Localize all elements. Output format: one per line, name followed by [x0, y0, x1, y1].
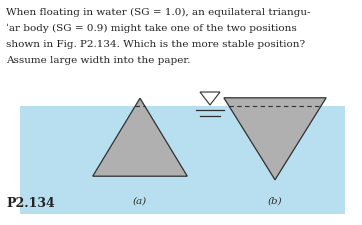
Bar	[20, 106, 345, 214]
Polygon shape	[200, 93, 220, 106]
Polygon shape	[93, 99, 187, 176]
Text: When floating in water (SG = 1.0), an equilateral triangu-: When floating in water (SG = 1.0), an eq…	[6, 8, 311, 17]
Text: P2.134: P2.134	[6, 196, 55, 209]
Polygon shape	[224, 98, 326, 180]
Text: Assume large width into the paper.: Assume large width into the paper.	[6, 56, 190, 65]
Text: (b): (b)	[268, 196, 282, 205]
Text: shown in Fig. P2.134. Which is the more stable position?: shown in Fig. P2.134. Which is the more …	[6, 40, 305, 49]
Text: ˈar body (SG = 0.9) might take one of the two positions: ˈar body (SG = 0.9) might take one of th…	[6, 24, 297, 33]
Text: (a): (a)	[133, 196, 147, 205]
